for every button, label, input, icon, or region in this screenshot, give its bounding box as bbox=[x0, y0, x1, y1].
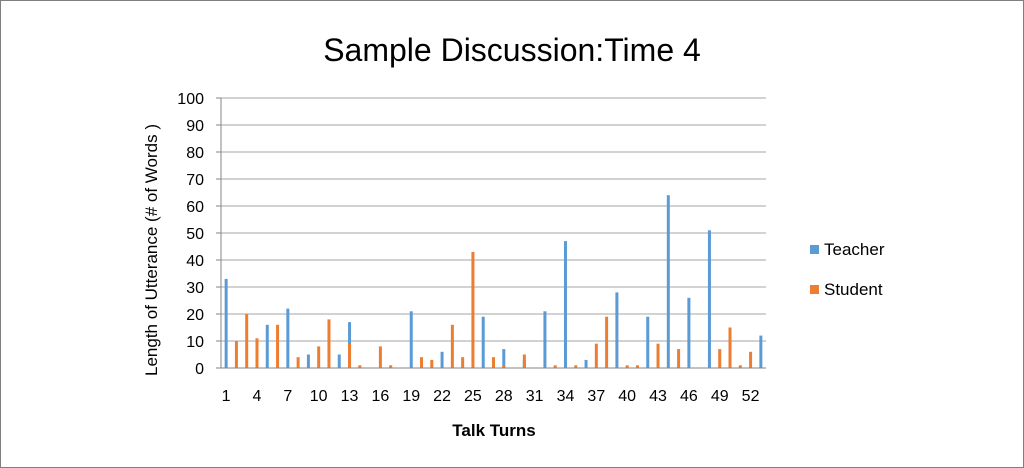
bar-student-17 bbox=[389, 365, 393, 368]
x-tick-label: 10 bbox=[310, 388, 328, 405]
y-tick-label: 20 bbox=[186, 307, 204, 324]
gridlines bbox=[221, 97, 766, 342]
bar-teacher-26 bbox=[481, 316, 485, 368]
bar-student-37 bbox=[594, 343, 598, 368]
chart-title: Sample Discussion:Time 4 bbox=[323, 32, 701, 68]
bar-teacher-48 bbox=[707, 230, 711, 368]
x-tick-label: 49 bbox=[711, 388, 729, 405]
x-tick-label: 31 bbox=[526, 388, 544, 405]
y-tick-label: 50 bbox=[186, 226, 204, 243]
bar-student-43 bbox=[656, 343, 660, 368]
legend-swatch-teacher bbox=[810, 245, 819, 254]
bar-student-41 bbox=[635, 365, 639, 368]
y-axis-label: Length of Utterance (# of Words ) bbox=[142, 124, 161, 376]
legend: Teacher Student bbox=[810, 240, 885, 299]
bar-teacher-12 bbox=[337, 354, 341, 368]
bar-student-6 bbox=[276, 324, 280, 368]
x-tick-label: 1 bbox=[222, 388, 231, 405]
bar-teacher-34 bbox=[563, 241, 567, 368]
bar-student-14 bbox=[358, 365, 362, 368]
bar-student-35 bbox=[574, 365, 578, 368]
bar-student-45 bbox=[677, 349, 681, 368]
bar-teacher-39 bbox=[615, 292, 619, 368]
bar-teacher-46 bbox=[687, 297, 691, 368]
bar-student-51 bbox=[738, 365, 742, 368]
bar-student-2 bbox=[234, 341, 238, 368]
bar-teacher-32 bbox=[543, 311, 547, 368]
bar-teacher-5 bbox=[265, 324, 269, 368]
bar-student-50 bbox=[728, 327, 732, 368]
y-tick-label: 40 bbox=[186, 253, 204, 270]
bar-teacher-28 bbox=[502, 349, 506, 368]
y-axis-ticks: 0 10 20 30 40 50 60 70 80 90 100 bbox=[177, 91, 222, 378]
x-tick-label: 13 bbox=[341, 388, 359, 405]
x-tick-label: 46 bbox=[680, 388, 698, 405]
y-tick-label: 80 bbox=[186, 145, 204, 162]
bar-student-25 bbox=[471, 251, 475, 368]
bar-student-4 bbox=[255, 338, 259, 368]
x-tick-label: 40 bbox=[618, 388, 636, 405]
x-tick-label: 16 bbox=[371, 388, 389, 405]
bar-student-16 bbox=[378, 346, 382, 368]
bar-student-52 bbox=[749, 351, 753, 368]
x-tick-label: 37 bbox=[587, 388, 605, 405]
y-tick-label: 60 bbox=[186, 199, 204, 216]
y-tick-label: 0 bbox=[195, 361, 204, 378]
x-tick-label: 19 bbox=[402, 388, 420, 405]
bar-student-30 bbox=[522, 354, 526, 368]
bar-teacher-7 bbox=[286, 308, 290, 368]
y-tick-label: 10 bbox=[186, 334, 204, 351]
bar-teacher-9 bbox=[306, 354, 310, 368]
bar-student-23 bbox=[450, 324, 454, 368]
bar-teacher-42 bbox=[646, 316, 650, 368]
x-tick-label: 34 bbox=[557, 388, 575, 405]
bar-student-3 bbox=[245, 314, 249, 368]
legend-label-teacher: Teacher bbox=[824, 240, 885, 259]
x-tick-label: 52 bbox=[742, 388, 760, 405]
y-tick-label: 100 bbox=[177, 91, 204, 108]
bar-student-20 bbox=[420, 357, 424, 368]
x-tick-label: 28 bbox=[495, 388, 513, 405]
x-tick-label: 7 bbox=[283, 388, 292, 405]
bar-student-8 bbox=[296, 357, 300, 368]
bar-student-33 bbox=[553, 365, 557, 368]
bar-teacher-36 bbox=[584, 359, 588, 368]
bar-teacher-53 bbox=[759, 335, 763, 368]
bar-student-21 bbox=[430, 359, 434, 368]
bar-student-40 bbox=[625, 365, 629, 368]
bar-student-24 bbox=[461, 357, 465, 368]
bar-teacher-19 bbox=[409, 311, 413, 368]
legend-swatch-student bbox=[810, 285, 819, 294]
legend-label-student: Student bbox=[824, 280, 883, 299]
x-axis-ticks: 1 4 7 10 13 16 19 22 25 28 31 34 37 40 43 46 49 52 bbox=[222, 388, 760, 405]
x-tick-label: 4 bbox=[253, 388, 262, 405]
bar-student-13 bbox=[348, 343, 352, 368]
bar-student-38 bbox=[605, 316, 609, 368]
bar-teacher-22 bbox=[440, 351, 444, 368]
y-tick-label: 30 bbox=[186, 280, 204, 297]
y-tick-label: 90 bbox=[186, 118, 204, 135]
x-axis-label: Talk Turns bbox=[452, 421, 535, 440]
bar-student-27 bbox=[492, 357, 495, 368]
x-tick-label: 25 bbox=[464, 388, 482, 405]
bar-student-11 bbox=[327, 319, 331, 368]
bar-student-49 bbox=[718, 349, 722, 368]
bar-teacher-1 bbox=[224, 278, 228, 368]
x-tick-label: 43 bbox=[649, 388, 667, 405]
bar-student-28 bbox=[502, 365, 506, 368]
y-tick-label: 70 bbox=[186, 172, 204, 189]
bar-student-10 bbox=[317, 346, 321, 368]
bars bbox=[224, 195, 763, 368]
bar-teacher-44 bbox=[666, 195, 670, 368]
x-tick-label: 22 bbox=[433, 388, 451, 405]
